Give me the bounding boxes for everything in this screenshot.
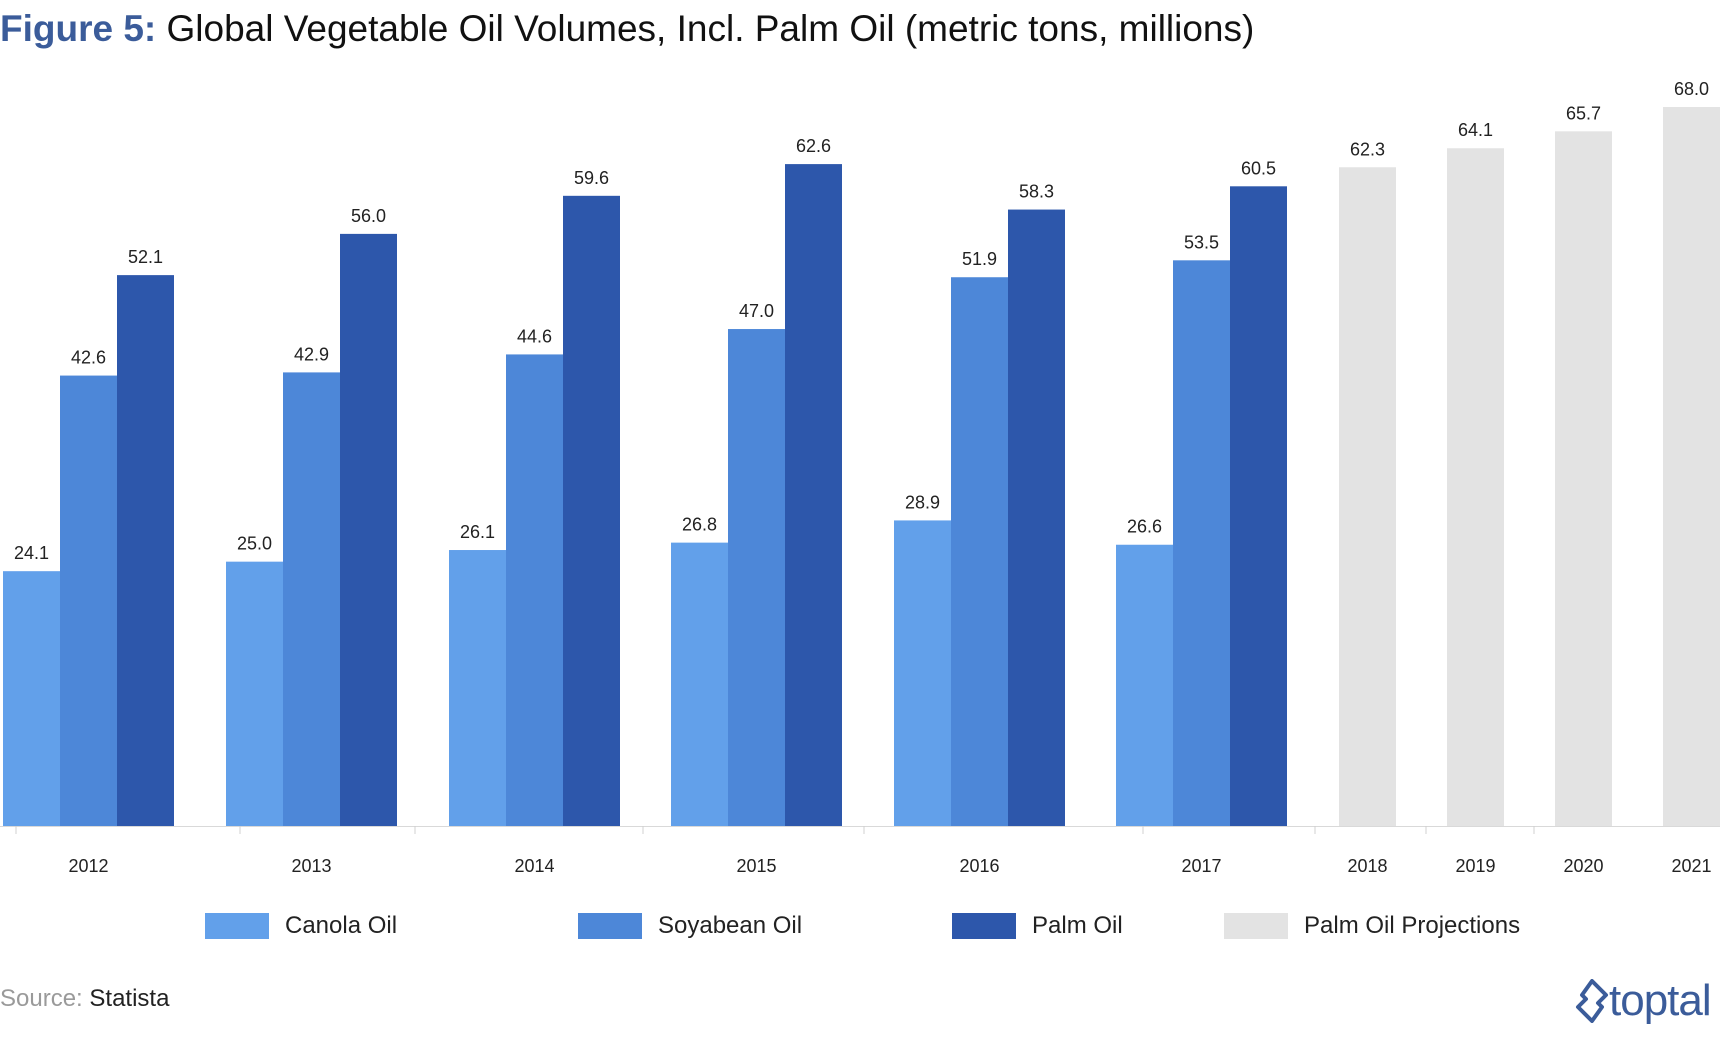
data-label-soyabean-oil-2016: 51.9 [962,249,997,269]
bar-chart: 24.1 42.6 52.1 2012 25.0 42.9 56.0 2013 26.1 44.6… [0,79,1720,876]
bar-palm-oil-2016 [1008,209,1065,826]
legend-label-projections: Palm Oil Projections [1304,912,1521,939]
data-label-soyabean-oil-2015: 47.0 [739,301,774,321]
x-tick-label-2013: 2013 [291,856,331,876]
x-tick-label-2016: 2016 [959,856,999,876]
data-label-soyabean-oil-2017: 53.5 [1184,232,1219,252]
toptal-logo-icon [1576,979,1608,1023]
figure-number: Figure 5: [0,8,157,49]
x-tick-label-2015: 2015 [736,856,776,876]
data-label-palm-oil-2013: 56.0 [351,206,386,226]
bar-canola-oil-2013 [226,561,283,826]
data-label-palm-oil-projections-2018: 62.3 [1350,139,1385,159]
x-tick-label-2018: 2018 [1347,856,1387,876]
legend-swatch-soyabean [578,913,642,939]
legend-label-palm: Palm Oil [1032,912,1123,939]
data-label-canola-oil-2017: 26.6 [1127,517,1162,537]
data-label-soyabean-oil-2013: 42.9 [294,344,329,364]
data-label-canola-oil-2013: 25.0 [237,534,272,554]
data-label-palm-oil-2016: 58.3 [1019,182,1054,202]
legend-item-palm: Palm Oil [952,912,1123,939]
bar-soyabean-oil-2016 [951,277,1008,826]
data-label-canola-oil-2014: 26.1 [460,522,495,542]
source-prefix: Source: [0,985,83,1012]
x-tick-label-2014: 2014 [514,856,554,876]
bar-soyabean-oil-2015 [728,329,785,826]
x-tick-label-2017: 2017 [1181,856,1221,876]
data-label-canola-oil-2012: 24.1 [14,543,49,563]
toptal-logo: toptal [1575,975,1712,1027]
bar-palm-oil-projections-2021 [1663,107,1720,826]
data-label-soyabean-oil-2012: 42.6 [71,348,106,368]
bar-canola-oil-2015 [671,542,728,826]
legend-label-soyabean: Soyabean Oil [658,912,803,939]
bar-soyabean-oil-2012 [60,375,117,826]
data-label-palm-oil-projections-2019: 64.1 [1458,120,1493,140]
data-label-soyabean-oil-2014: 44.6 [517,326,552,346]
data-label-palm-oil-2015: 62.6 [796,136,831,156]
bar-soyabean-oil-2017 [1173,260,1230,826]
chart-title-text: Global Vegetable Oil Volumes, Incl. Palm… [166,8,1255,49]
x-tick-label-2019: 2019 [1455,856,1495,876]
bar-palm-oil-2012 [117,275,174,826]
legend-label-canola: Canola Oil [285,912,398,939]
data-label-palm-oil-2012: 52.1 [128,247,163,267]
bar-palm-oil-2013 [340,233,397,827]
bar-soyabean-oil-2014 [506,354,563,826]
legend-swatch-projections [1224,913,1288,939]
bar-palm-oil-projections-2019 [1447,148,1504,827]
legend-swatch-palm [952,913,1016,939]
legend-item-projections: Palm Oil Projections [1224,912,1521,939]
bar-palm-oil-projections-2020 [1555,131,1612,827]
data-label-palm-oil-2014: 59.6 [574,168,609,188]
data-label-canola-oil-2016: 28.9 [905,492,940,512]
source-note: Source: Statista [0,985,169,1013]
legend-swatch-canola [205,913,269,939]
bar-canola-oil-2014 [449,550,506,826]
chart-title: Figure 5: Global Vegetable Oil Volumes, … [0,8,1254,50]
data-label-palm-oil-projections-2021: 68.0 [1674,79,1709,99]
toptal-logo-wordmark: toptal [1609,976,1712,1025]
data-label-canola-oil-2015: 26.8 [682,515,717,535]
x-tick-label-2012: 2012 [68,856,108,876]
bar-palm-oil-2014 [563,195,620,827]
bar-soyabean-oil-2013 [283,372,340,826]
bar-canola-oil-2012 [3,571,60,826]
bar-canola-oil-2016 [894,520,951,826]
legend-item-canola: Canola Oil [205,912,398,939]
data-label-palm-oil-projections-2020: 65.7 [1566,103,1601,123]
x-tick-label-2020: 2020 [1563,856,1603,876]
bar-palm-oil-projections-2018 [1339,167,1396,827]
legend-item-soyabean: Soyabean Oil [578,912,803,939]
bar-palm-oil-2015 [785,164,842,827]
x-tick-label-2021: 2021 [1671,856,1711,876]
bar-canola-oil-2017 [1116,544,1173,826]
source-value: Statista [89,985,170,1012]
bar-palm-oil-2017 [1230,186,1287,827]
data-label-palm-oil-2017: 60.5 [1241,158,1276,178]
